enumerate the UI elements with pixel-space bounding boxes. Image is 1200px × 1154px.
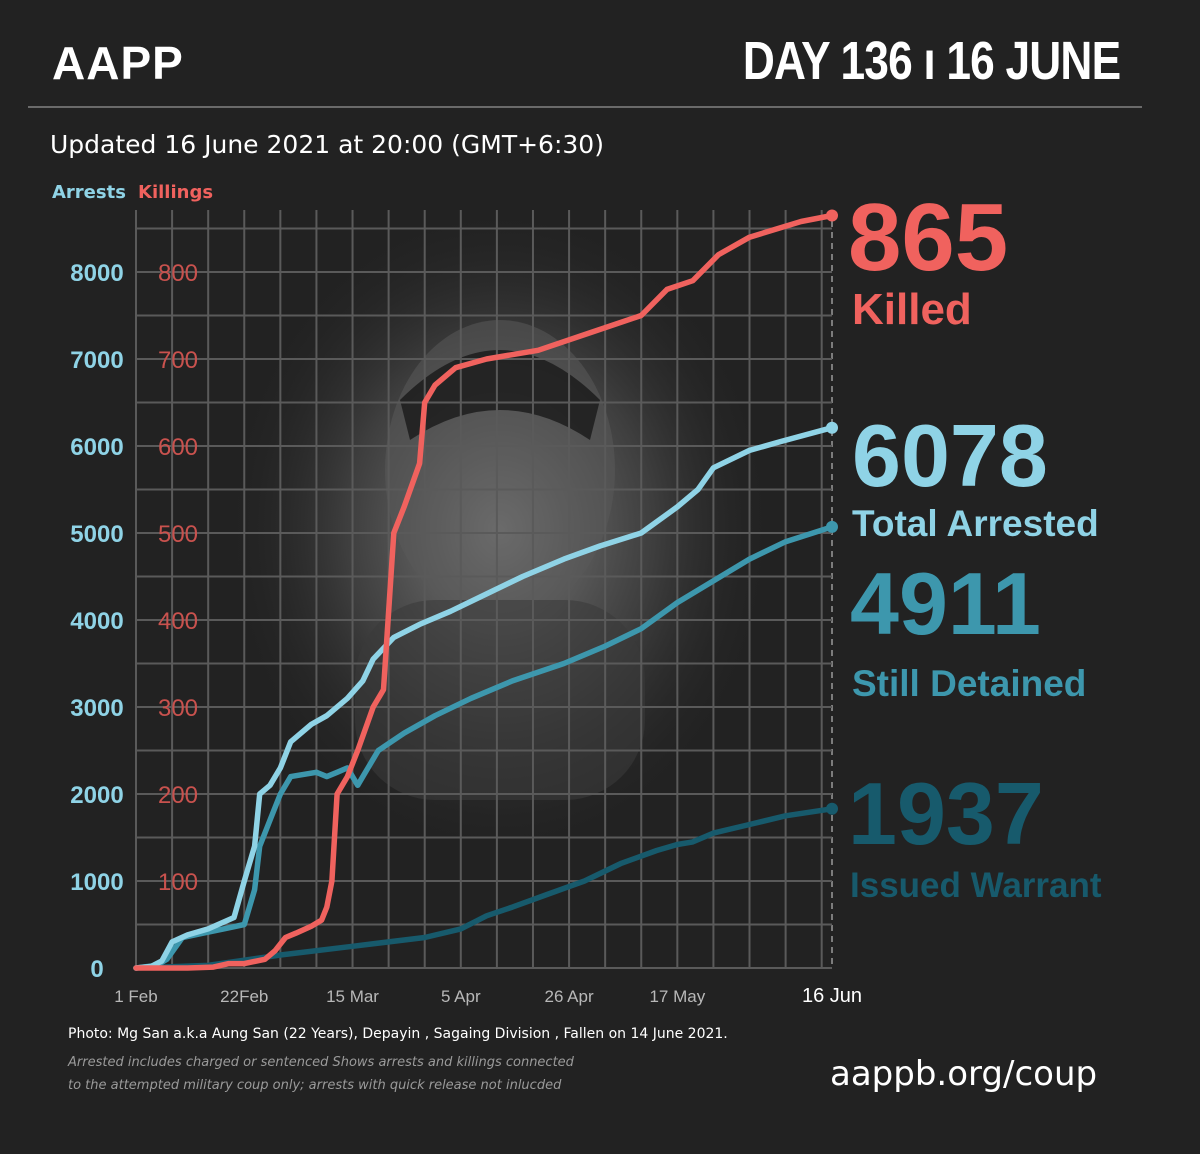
total-arrested-count: 6078 xyxy=(852,406,1048,505)
issued-warrant-label: Issued Warrant xyxy=(850,866,1102,905)
brand-logo-text: AAPP xyxy=(52,37,184,89)
issued-warrant-count: 1937 xyxy=(848,764,1044,863)
series-end-marker-detained xyxy=(826,520,838,533)
arrests-tick-label: 5000 xyxy=(70,521,123,548)
still-detained-count: 4911 xyxy=(850,554,1041,653)
killings-tick-label: 600 xyxy=(158,434,198,461)
x-tick-label: 15 Mar xyxy=(326,987,379,1006)
still-detained-label: Still Detained xyxy=(852,663,1087,704)
horizontal-gridlines xyxy=(136,227,832,969)
arrests-tick-label: 3000 xyxy=(70,695,123,722)
header-divider xyxy=(28,106,1142,108)
memorial-photo xyxy=(220,200,780,860)
vertical-gridlines xyxy=(135,210,833,968)
killed-label: Killed xyxy=(852,285,972,334)
series-end-marker-killings xyxy=(826,209,838,222)
killings-axis-title: Killings xyxy=(138,182,214,203)
killings-tick-label: 200 xyxy=(158,782,198,809)
arrests-axis-ticks: 0 1000 2000 3000 4000 5000 6000 7000 8000 xyxy=(70,260,123,983)
footnote-line-2: to the attempted military coup only; arr… xyxy=(68,1078,562,1093)
series-lines xyxy=(133,209,838,971)
arrests-tick-label: 0 xyxy=(90,956,103,983)
arrests-tick-label: 8000 xyxy=(70,260,123,287)
x-tick-label: 17 May xyxy=(649,987,705,1006)
arrests-axis-title: Arrests xyxy=(52,182,126,203)
series-line-killings xyxy=(133,212,835,971)
source-url: aappb.org/coup xyxy=(830,1054,1098,1094)
footnote-line-1: Arrested includes charged or sentenced S… xyxy=(68,1055,574,1070)
killings-tick-label: 300 xyxy=(158,695,198,722)
series-end-marker-warrant xyxy=(826,802,838,815)
x-tick-label: 5 Apr xyxy=(441,987,481,1006)
series-line-arrests xyxy=(133,424,835,971)
x-tick-label: 16 Jun xyxy=(802,985,862,1007)
killings-axis-ticks: 100 200 300 400 500 600 700 800 xyxy=(158,260,198,896)
series-line-detained xyxy=(133,524,835,971)
killings-tick-label: 400 xyxy=(158,608,198,635)
series-end-marker-arrests xyxy=(826,421,838,434)
arrests-tick-label: 1000 xyxy=(70,869,123,896)
x-tick-label: 26 Apr xyxy=(544,987,593,1006)
updated-timestamp: Updated 16 June 2021 at 20:00 (GMT+6:30) xyxy=(50,130,604,159)
series-line-warrant xyxy=(133,806,835,971)
arrests-tick-label: 2000 xyxy=(70,782,123,809)
killed-count: 865 xyxy=(848,184,1009,291)
day-counter: DAY 136 ı 16 JUNE xyxy=(742,31,1121,91)
total-arrested-label: Total Arrested xyxy=(852,503,1099,544)
date-axis-ticks: 1 Feb 22Feb 15 Mar 5 Apr 26 Apr 17 May 16 Jun xyxy=(114,985,862,1007)
arrests-tick-label: 6000 xyxy=(70,434,123,461)
killings-tick-label: 700 xyxy=(158,347,198,374)
photo-credit: Photo: Mg San a.k.a Aung San (22 Years),… xyxy=(68,1026,728,1042)
arrests-tick-label: 7000 xyxy=(70,347,123,374)
x-tick-label: 22Feb xyxy=(220,987,268,1006)
killings-tick-label: 500 xyxy=(158,521,198,548)
killings-tick-label: 800 xyxy=(158,260,198,287)
arrests-tick-label: 4000 xyxy=(70,608,123,635)
killings-tick-label: 100 xyxy=(158,869,198,896)
x-tick-label: 1 Feb xyxy=(114,987,157,1006)
